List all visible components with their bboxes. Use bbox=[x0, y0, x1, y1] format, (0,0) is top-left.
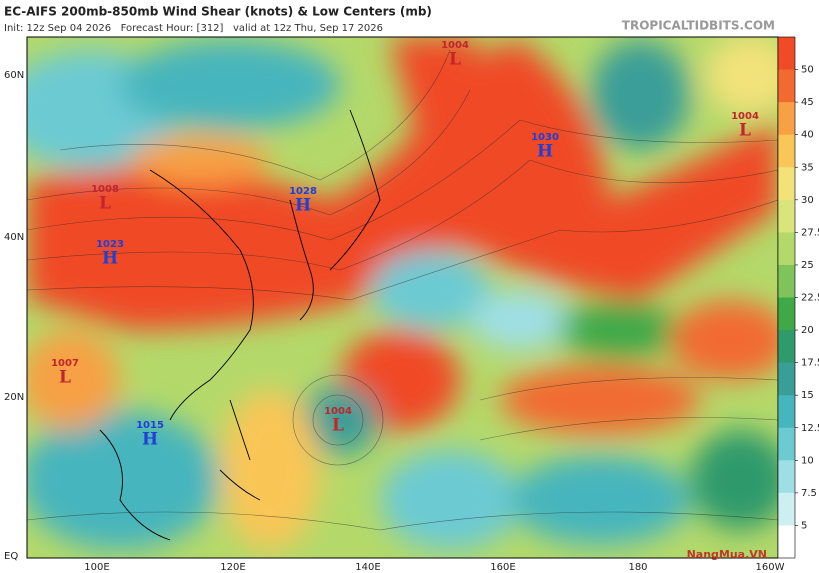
center-pressure: 1030 bbox=[531, 132, 559, 143]
colorbar-segment bbox=[778, 102, 795, 136]
site-name: TROPICALTIDBITS.COM bbox=[622, 19, 775, 33]
center-pressure: 1008 bbox=[91, 184, 119, 195]
center-type: L bbox=[59, 368, 71, 388]
colorbar-label: 50 bbox=[801, 65, 814, 76]
lon-label: 120E bbox=[220, 562, 245, 573]
colorbar-segment bbox=[778, 37, 795, 71]
colorbar-label: 35 bbox=[801, 162, 814, 173]
center-type: L bbox=[332, 416, 344, 436]
colorbar-segment bbox=[778, 330, 795, 364]
colorbar-label: 17.5 bbox=[801, 358, 819, 369]
lat-label: 40N bbox=[4, 232, 24, 243]
colorbar-label: 12.5 bbox=[801, 423, 819, 434]
colorbar-label: 25 bbox=[801, 260, 814, 271]
colorbar-segment bbox=[778, 492, 795, 526]
center-pressure: 1004 bbox=[441, 40, 469, 51]
colorbar-segment bbox=[778, 395, 795, 429]
title: EC-AIFS 200mb-850mb Wind Shear (knots) &… bbox=[4, 5, 432, 19]
watermark: NangMua.VN bbox=[687, 548, 767, 561]
lon-label: 100E bbox=[84, 562, 109, 573]
colorbar-segment bbox=[778, 134, 795, 168]
center-pressure: 1028 bbox=[289, 186, 317, 197]
center-type: H bbox=[102, 249, 118, 269]
center-pressure: 1004 bbox=[731, 111, 759, 122]
center-type: L bbox=[99, 194, 111, 214]
center-type: H bbox=[295, 196, 311, 216]
center-pressure: 1007 bbox=[51, 358, 79, 369]
lat-label: EQ bbox=[4, 551, 18, 562]
center-type: H bbox=[537, 142, 553, 162]
colorbar-segment bbox=[778, 427, 795, 461]
colorbar-segment bbox=[778, 297, 795, 331]
colorbar-label: 7.5 bbox=[801, 488, 817, 499]
colorbar-label: 40 bbox=[801, 130, 814, 141]
colorbar-segment bbox=[778, 264, 795, 298]
lon-label: 180 bbox=[628, 562, 647, 573]
lon-label: 160E bbox=[490, 562, 515, 573]
center-type: H bbox=[142, 430, 158, 450]
colorbar-segment bbox=[778, 232, 795, 266]
lon-label: 160W bbox=[756, 562, 785, 573]
lat-label: 60N bbox=[4, 70, 24, 81]
colorbar-label: 10 bbox=[801, 455, 814, 466]
colorbar-label: 27.5 bbox=[801, 227, 819, 238]
center-type: L bbox=[449, 50, 461, 70]
colorbar-segment bbox=[778, 69, 795, 103]
colorbar-segment bbox=[778, 460, 795, 494]
lon-label: 140E bbox=[355, 562, 380, 573]
colorbar-label: 5 bbox=[801, 520, 807, 531]
colorbar-label: 22.5 bbox=[801, 293, 819, 304]
colorbar-segment bbox=[778, 167, 795, 201]
lat-label: 20N bbox=[4, 392, 24, 403]
colorbar-label: 30 bbox=[801, 195, 814, 206]
center-pressure: 1023 bbox=[96, 239, 124, 250]
colorbar-segment bbox=[778, 362, 795, 396]
center-pressure: 1015 bbox=[136, 420, 164, 431]
subtitle: Init: 12z Sep 04 2026 Forecast Hour: [31… bbox=[4, 23, 383, 34]
colorbar-segment bbox=[778, 199, 795, 233]
center-type: L bbox=[739, 121, 751, 141]
colorbar-label: 15 bbox=[801, 390, 814, 401]
colorbar-label: 20 bbox=[801, 325, 814, 336]
colorbar-segment bbox=[778, 525, 795, 559]
center-pressure: 1004 bbox=[324, 406, 352, 417]
shear-field bbox=[27, 37, 778, 558]
colorbar-label: 45 bbox=[801, 97, 814, 108]
